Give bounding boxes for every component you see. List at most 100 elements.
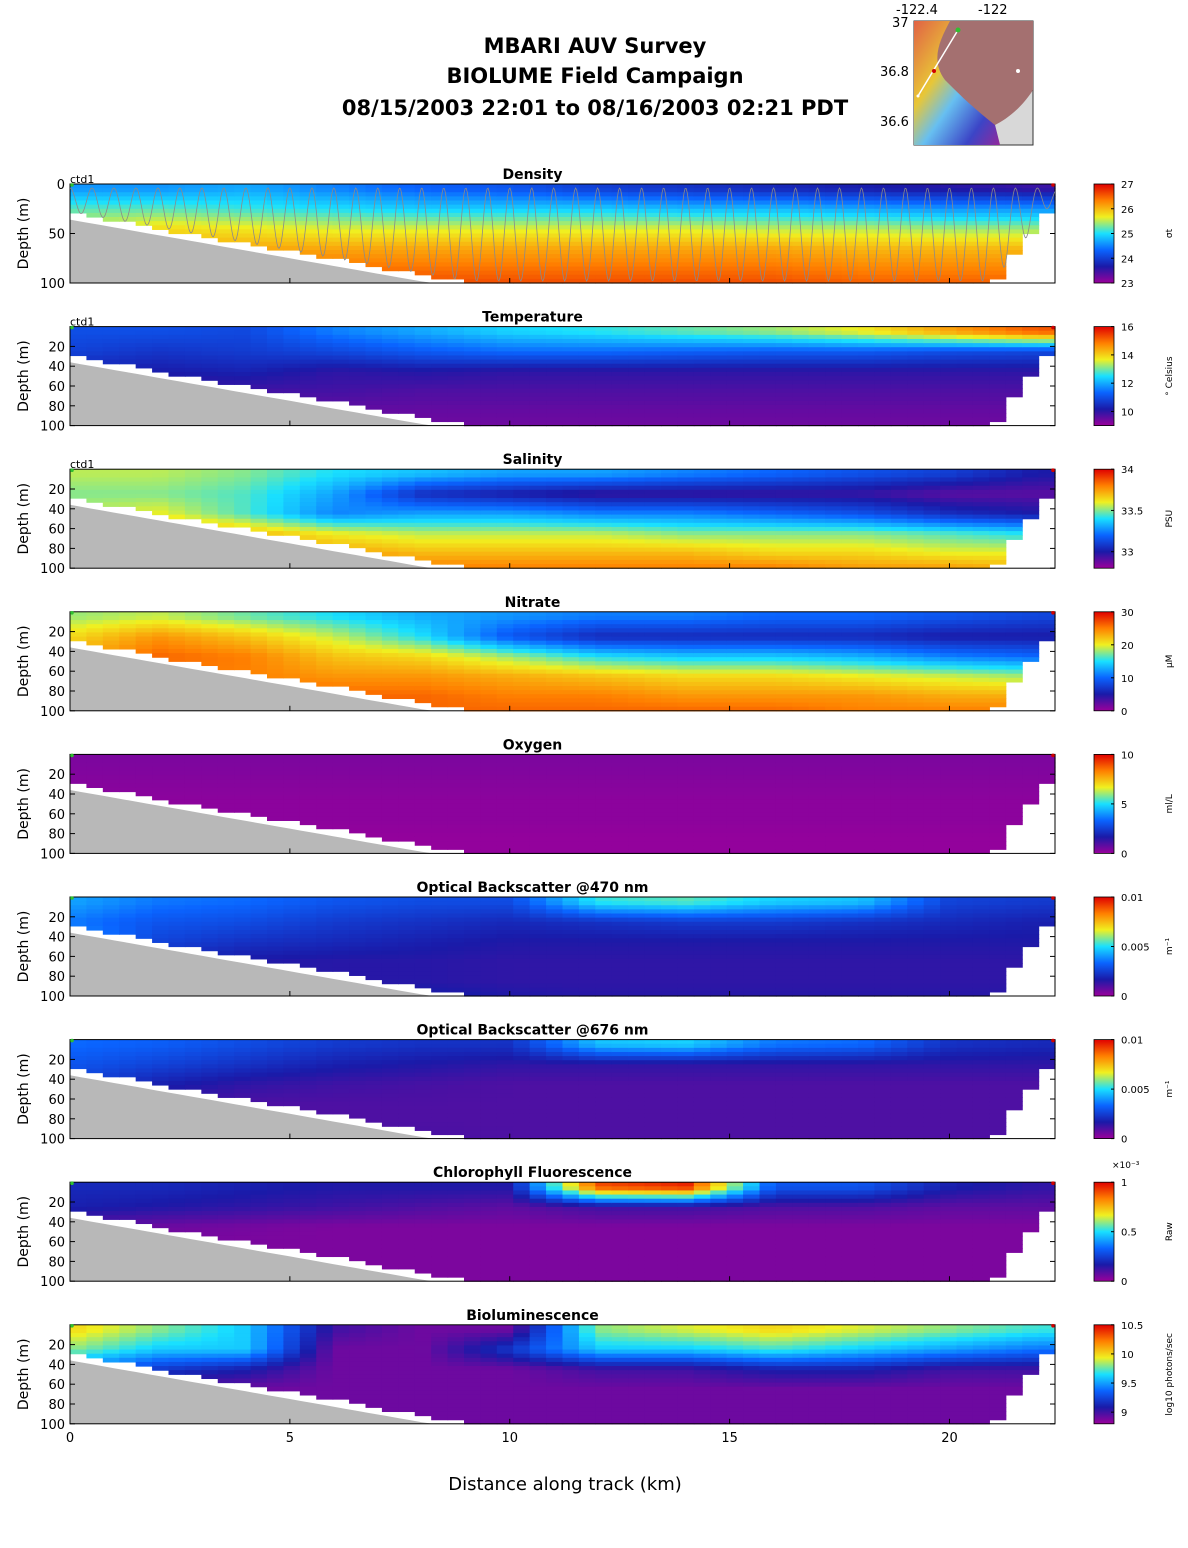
- heatmap-cell: [414, 518, 432, 524]
- heatmap-cell: [184, 473, 202, 479]
- heatmap-cell: [792, 535, 810, 540]
- heatmap-cell: [923, 413, 941, 418]
- heatmap-cell: [907, 510, 925, 516]
- heatmap-cell: [726, 469, 744, 474]
- heatmap-cell: [677, 526, 695, 532]
- heatmap-cell: [283, 355, 301, 361]
- heatmap-cell: [874, 334, 892, 340]
- panel-title: Nitrate: [505, 595, 561, 611]
- heatmap-cell: [940, 421, 958, 427]
- heatmap-cell: [775, 531, 793, 536]
- heatmap-cell: [644, 564, 662, 569]
- heatmap-cell: [578, 485, 596, 491]
- heatmap-cell: [661, 564, 679, 569]
- heatmap-cell: [726, 636, 744, 642]
- heatmap-cell: [299, 192, 317, 197]
- heatmap-cell: [464, 192, 482, 197]
- heatmap-cell: [267, 334, 285, 340]
- heatmap-cell: [775, 506, 793, 512]
- heatmap-cell: [595, 535, 613, 540]
- heatmap-cell: [726, 221, 744, 226]
- heatmap-cell: [890, 392, 908, 398]
- heatmap-cell: [907, 200, 925, 206]
- heatmap-cell: [628, 673, 646, 679]
- heatmap-cell: [710, 421, 728, 427]
- heatmap-cell: [874, 388, 892, 394]
- heatmap-cell: [365, 384, 383, 390]
- heatmap-cell: [250, 351, 268, 357]
- heatmap-cell: [529, 632, 547, 638]
- heatmap-cell: [349, 648, 367, 654]
- heatmap-cell: [431, 636, 449, 642]
- heatmap-cell: [759, 555, 777, 561]
- heatmap-cell: [267, 469, 285, 474]
- heatmap-cell: [365, 254, 383, 259]
- heatmap-cell: [398, 196, 416, 202]
- heatmap-cell: [135, 334, 153, 340]
- heatmap-cell: [267, 615, 285, 621]
- heatmap-cell: [890, 250, 908, 255]
- heatmap-cell: [496, 274, 514, 280]
- heatmap-cell: [267, 514, 285, 520]
- heatmap-cell: [693, 221, 711, 226]
- heatmap-cell: [628, 669, 646, 675]
- heatmap-cell: [956, 388, 974, 394]
- heatmap-cell: [972, 413, 990, 418]
- heatmap-cell: [775, 632, 793, 638]
- heatmap-cell: [464, 363, 482, 369]
- heatmap-cell: [661, 624, 679, 629]
- heatmap-cell: [726, 518, 744, 524]
- heatmap-cell: [447, 636, 465, 642]
- heatmap-cell: [628, 347, 646, 352]
- heatmap-cell: [693, 404, 711, 410]
- heatmap-cell: [283, 233, 301, 239]
- heatmap-cell: [398, 489, 416, 495]
- heatmap-cell: [677, 367, 695, 373]
- heatmap-cell: [907, 690, 925, 695]
- heatmap-cell: [858, 632, 876, 638]
- heatmap-cell: [168, 648, 186, 654]
- heatmap-cell: [546, 184, 564, 189]
- heatmap-cell: [874, 564, 892, 569]
- heatmap-cell: [447, 669, 465, 675]
- heatmap-cell: [447, 188, 465, 193]
- heatmap-cell: [332, 196, 350, 202]
- heatmap-cell: [874, 396, 892, 402]
- heatmap-cell: [201, 481, 219, 487]
- heatmap-cell: [496, 543, 514, 549]
- heatmap-cell: [940, 677, 958, 683]
- heatmap-cell: [923, 421, 941, 427]
- heatmap-cell: [496, 485, 514, 491]
- seafloor: [70, 213, 488, 283]
- heatmap-cell: [184, 644, 202, 650]
- heatmap-cell: [234, 493, 252, 499]
- heatmap-cell: [693, 485, 711, 491]
- heatmap-cell: [923, 188, 941, 193]
- heatmap-cell: [414, 241, 432, 247]
- heatmap-cell: [316, 380, 334, 385]
- heatmap-cell: [661, 611, 679, 617]
- heatmap-cell: [496, 188, 514, 193]
- heatmap-cell: [726, 184, 744, 189]
- heatmap-cell: [710, 363, 728, 369]
- heatmap-cell: [464, 355, 482, 361]
- heatmap-cell: [250, 334, 268, 340]
- heatmap-cell: [923, 686, 941, 691]
- heatmap-cell: [398, 510, 416, 516]
- heatmap-cell: [972, 184, 990, 189]
- heatmap-cell: [644, 690, 662, 695]
- heatmap-cell: [414, 262, 432, 268]
- y-tick-label: 100: [40, 277, 65, 292]
- heatmap-cell: [201, 334, 219, 340]
- heatmap-cell: [989, 237, 1007, 243]
- heatmap-cell: [693, 531, 711, 536]
- heatmap-cell: [890, 543, 908, 549]
- heatmap-cell: [972, 698, 990, 704]
- heatmap-cell: [431, 400, 449, 406]
- heatmap-cell: [578, 274, 596, 280]
- heatmap-cell: [972, 400, 990, 406]
- heatmap-cell: [628, 392, 646, 398]
- heatmap-cell: [217, 611, 235, 617]
- heatmap-cell: [1005, 388, 1023, 394]
- heatmap-cell: [168, 481, 186, 487]
